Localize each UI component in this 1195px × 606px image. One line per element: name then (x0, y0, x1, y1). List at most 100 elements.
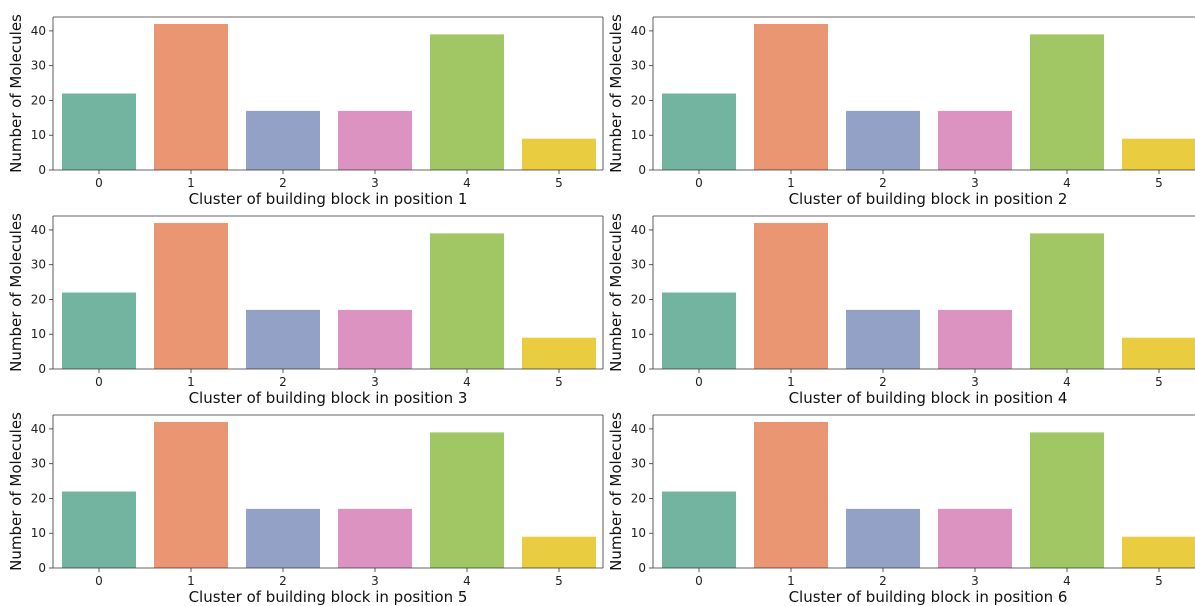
x-tick-label: 3 (371, 176, 379, 190)
y-tick-label: 10 (31, 128, 46, 142)
bar-5 (1122, 337, 1195, 369)
bar-2 (246, 508, 320, 568)
bar-5 (522, 138, 596, 170)
y-tick-label: 0 (38, 163, 46, 177)
y-tick-label: 0 (38, 561, 46, 575)
x-tick-label: 1 (787, 375, 795, 389)
x-tick-label: 3 (971, 375, 979, 389)
bar-4 (430, 34, 504, 170)
y-tick-label: 30 (31, 59, 46, 73)
y-tick-label: 20 (31, 292, 46, 306)
y-axis-label: Number of Molecules (607, 14, 625, 173)
x-tick-label: 4 (463, 375, 471, 389)
bar-5 (522, 337, 596, 369)
bar-4 (1030, 233, 1104, 369)
bar-1 (754, 421, 828, 568)
bar-1 (154, 421, 228, 568)
chart-panel-3: 0 10 20 30 40 0 1 2 3 4 5 Cluster of building block… (7, 213, 604, 407)
y-tick-label: 40 (31, 422, 46, 436)
x-tick-label: 0 (695, 375, 703, 389)
x-tick-label: 4 (463, 176, 471, 190)
x-tick-label: 1 (187, 574, 195, 588)
bar-4 (430, 233, 504, 369)
y-tick-label: 0 (638, 163, 646, 177)
y-tick-label: 40 (631, 24, 646, 38)
bar-1 (754, 222, 828, 369)
y-tick-label: 10 (631, 526, 646, 540)
bar-0 (62, 491, 136, 568)
x-axis-label: Cluster of building block in position 5 (189, 588, 468, 606)
y-tick-label: 30 (631, 258, 646, 272)
x-tick-label: 5 (1155, 176, 1163, 190)
y-tick-label: 0 (638, 561, 646, 575)
x-tick-label: 4 (1063, 375, 1071, 389)
x-tick-label: 0 (95, 574, 103, 588)
y-tick-label: 30 (31, 258, 46, 272)
x-tick-label: 2 (279, 375, 287, 389)
y-axis-label: Number of Molecules (7, 14, 25, 173)
y-tick-label: 10 (631, 128, 646, 142)
x-axis-label: Cluster of building block in position 4 (789, 389, 1068, 407)
bar-5 (1122, 536, 1195, 568)
x-tick-label: 5 (555, 574, 563, 588)
x-axis-label: Cluster of building block in position 6 (789, 588, 1068, 606)
y-axis-label: Number of Molecules (607, 412, 625, 571)
chart-panel-5: 0 10 20 30 40 0 1 2 3 4 5 Cluster of building block… (7, 412, 604, 606)
bar-5 (1122, 138, 1195, 170)
x-tick-label: 0 (95, 176, 103, 190)
bar-0 (662, 491, 736, 568)
chart-panel-2: 0 10 20 30 40 0 1 2 3 4 5 Cluster of building block… (607, 14, 1195, 208)
x-tick-label: 3 (971, 176, 979, 190)
x-axis-label: Cluster of building block in position 2 (789, 190, 1068, 208)
y-tick-label: 40 (631, 223, 646, 237)
x-axis-label: Cluster of building block in position 1 (189, 190, 468, 208)
bar-1 (754, 23, 828, 171)
y-tick-label: 20 (631, 93, 646, 107)
x-tick-label: 5 (555, 375, 563, 389)
x-tick-label: 4 (1063, 176, 1071, 190)
bar-0 (662, 292, 736, 369)
x-tick-label: 1 (787, 574, 795, 588)
x-tick-label: 3 (371, 574, 379, 588)
bar-3 (338, 508, 412, 568)
y-tick-label: 40 (631, 422, 646, 436)
bar-4 (1030, 34, 1104, 170)
bar-0 (62, 93, 136, 170)
bar-2 (846, 110, 920, 170)
chart-panel-4: 0 10 20 30 40 0 1 2 3 4 5 Cluster of building block… (607, 213, 1195, 407)
y-tick-label: 10 (631, 327, 646, 341)
bar-3 (938, 110, 1012, 170)
bar-3 (938, 309, 1012, 369)
bar-0 (662, 93, 736, 170)
y-tick-label: 20 (631, 292, 646, 306)
y-axis-label: Number of Molecules (7, 213, 25, 372)
bar-3 (338, 110, 412, 170)
bar-4 (1030, 432, 1104, 568)
x-tick-label: 2 (879, 375, 887, 389)
x-tick-label: 3 (371, 375, 379, 389)
x-tick-label: 5 (1155, 375, 1163, 389)
x-tick-label: 0 (695, 574, 703, 588)
x-axis-label: Cluster of building block in position 3 (189, 389, 468, 407)
y-tick-label: 10 (31, 526, 46, 540)
bar-2 (846, 508, 920, 568)
bar-3 (938, 508, 1012, 568)
x-tick-label: 4 (463, 574, 471, 588)
x-tick-label: 1 (187, 375, 195, 389)
bar-3 (338, 309, 412, 369)
x-tick-label: 3 (971, 574, 979, 588)
y-tick-label: 30 (631, 457, 646, 471)
y-tick-label: 0 (38, 362, 46, 376)
x-tick-label: 4 (1063, 574, 1071, 588)
y-tick-label: 30 (31, 457, 46, 471)
bar-4 (430, 432, 504, 568)
chart-panel-6: 0 10 20 30 40 0 1 2 3 4 5 Cluster of building block… (607, 412, 1195, 606)
y-tick-label: 0 (638, 362, 646, 376)
y-tick-label: 40 (31, 24, 46, 38)
x-tick-label: 5 (555, 176, 563, 190)
y-tick-label: 20 (31, 93, 46, 107)
bar-2 (246, 309, 320, 369)
x-tick-label: 0 (695, 176, 703, 190)
y-tick-label: 20 (31, 491, 46, 505)
